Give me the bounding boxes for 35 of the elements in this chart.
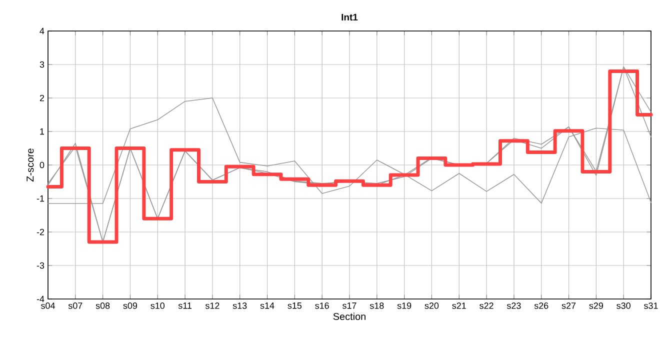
y-tick-label: -4 xyxy=(36,296,44,302)
x-tick-label: s21 xyxy=(452,302,466,309)
y-axis-title: Z-score xyxy=(26,148,34,182)
x-tick-label: s04 xyxy=(41,302,55,309)
x-tick-label: s14 xyxy=(260,302,274,309)
x-tick-label: s11 xyxy=(178,302,192,309)
x-axis-title: Section xyxy=(333,312,366,320)
y-tick-label: 4 xyxy=(40,28,44,34)
x-tick-label: s30 xyxy=(616,302,630,309)
y-tick-label: -2 xyxy=(36,228,44,236)
x-tick-label: s07 xyxy=(68,302,82,309)
chart-title: Int1 xyxy=(342,14,358,21)
x-tick-label: s27 xyxy=(562,302,576,309)
x-tick-label: s20 xyxy=(424,302,439,309)
y-tick-label: 3 xyxy=(40,61,44,68)
x-tick-label: s18 xyxy=(370,302,384,309)
x-tick-label: s12 xyxy=(205,302,220,309)
x-tick-label: s31 xyxy=(644,302,658,309)
y-tick-label: -1 xyxy=(36,195,44,202)
x-tick-label: s26 xyxy=(534,302,548,309)
y-tick-label: 2 xyxy=(40,94,44,102)
x-tick-label: s23 xyxy=(506,302,521,309)
x-tick-label: s17 xyxy=(342,302,356,309)
y-tick-label: 0 xyxy=(40,162,44,168)
x-tick-label: s10 xyxy=(150,302,165,309)
x-tick-label: s08 xyxy=(96,302,110,309)
y-tick-label: 1 xyxy=(40,128,44,135)
x-tick-label: s13 xyxy=(232,302,247,309)
x-tick-label: s29 xyxy=(589,302,603,309)
x-tick-label: s09 xyxy=(123,302,138,309)
x-tick-label: s19 xyxy=(397,302,412,309)
x-tick-label: s16 xyxy=(315,302,329,309)
x-tick-label: s22 xyxy=(480,302,494,309)
y-tick-label: -3 xyxy=(36,262,44,269)
x-tick-label: s15 xyxy=(288,302,302,309)
